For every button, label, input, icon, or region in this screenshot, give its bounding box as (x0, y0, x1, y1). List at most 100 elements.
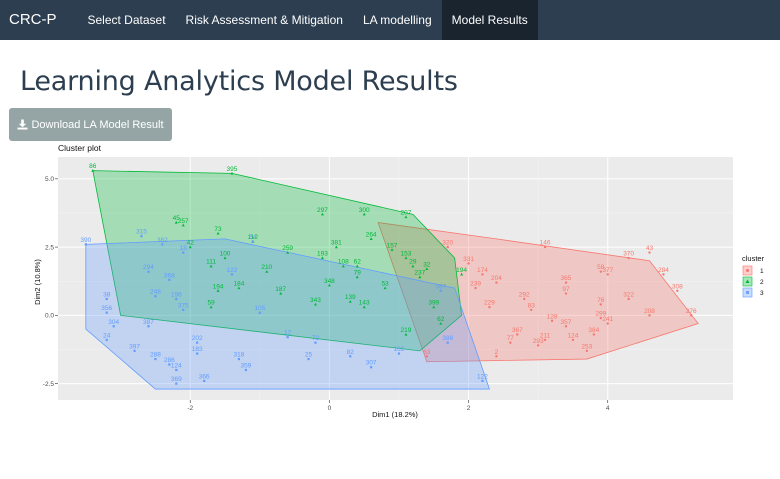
data-point-cluster-2 (174, 220, 178, 224)
cluster-points: 3201742042392292928314636558370432843773… (80, 163, 697, 385)
data-point-cluster-3 (175, 297, 178, 301)
data-point-cluster-1 (606, 273, 609, 276)
data-label: 86 (89, 163, 97, 170)
data-label: 139 (345, 294, 356, 301)
data-label: 390 (80, 237, 91, 244)
data-label: 357 (561, 319, 572, 326)
data-label: 397 (129, 343, 140, 350)
data-point-cluster-3 (147, 270, 150, 273)
data-label: 108 (338, 259, 349, 266)
data-label: 395 (227, 166, 238, 173)
y-tick-label: 5.0 (45, 176, 54, 183)
data-label: 62 (354, 259, 362, 266)
cluster-plot: Cluster plot 320 174 204 239 229 292 83 146 365 5… (0, 142, 780, 427)
data-label: 202 (192, 335, 203, 342)
data-point-cluster-2 (404, 332, 408, 336)
data-label: 193 (317, 251, 328, 258)
data-point-cluster-3 (439, 289, 442, 292)
data-point-cluster-2 (404, 256, 408, 260)
data-point-cluster-2 (91, 169, 95, 172)
data-point-cluster-2 (355, 264, 359, 268)
nav-item-la-modelling[interactable]: LA modelling (362, 13, 432, 27)
data-point-cluster-1 (662, 273, 665, 276)
data-label: 45 (173, 215, 181, 222)
legend-label-3: 3 (760, 290, 764, 297)
data-label: 77 (507, 335, 515, 342)
data-point-cluster-2 (425, 267, 429, 271)
data-point-cluster-1 (564, 325, 568, 328)
data-point-cluster-3 (154, 357, 157, 361)
data-label: 18 (180, 245, 188, 252)
data-point-cluster-2 (286, 250, 290, 254)
data-point-cluster-1 (543, 338, 547, 342)
y-tick-label: 2.5 (45, 244, 54, 251)
data-point-cluster-1 (648, 314, 651, 317)
data-point-cluster-2 (383, 286, 387, 290)
data-point-cluster-2 (188, 245, 192, 249)
data-label: 375 (178, 302, 189, 309)
data-point-cluster-3 (397, 352, 401, 355)
data-label: 72 (312, 335, 320, 342)
plot-panel (58, 157, 733, 400)
data-point-cluster-2 (362, 212, 366, 216)
data-point-cluster-2 (320, 256, 324, 260)
data-label: 257 (178, 218, 189, 225)
y-tick-label: 0.0 (45, 313, 54, 320)
data-label: 356 (101, 305, 112, 312)
x-tick-label: 2 (467, 405, 471, 412)
nav-item-select-dataset[interactable]: Select Dataset (87, 13, 166, 27)
data-point-cluster-2 (237, 286, 241, 290)
data-label: 2 (495, 349, 499, 356)
data-label: 315 (136, 229, 147, 236)
data-label: 211 (540, 332, 551, 339)
x-tick-label: 0 (328, 405, 332, 412)
data-label: 286 (164, 357, 175, 364)
data-label: 43 (646, 245, 654, 252)
data-point-cluster-3 (147, 325, 150, 328)
data-point-cluster-2 (334, 245, 338, 249)
data-point-cluster-2 (341, 264, 345, 268)
data-label: 124 (171, 362, 182, 369)
data-point-cluster-3 (175, 382, 178, 385)
data-point-cluster-1 (509, 341, 512, 344)
nav-item-model-results[interactable]: Model Results (441, 0, 538, 40)
data-label: 308 (672, 283, 683, 290)
data-label: 59 (207, 300, 215, 307)
data-point-cluster-1 (550, 319, 554, 323)
data-point-cluster-1 (425, 355, 429, 358)
data-point-cluster-3 (251, 240, 254, 243)
data-point-cluster-1 (474, 286, 477, 290)
data-point-cluster-1 (446, 245, 449, 249)
nav-item-risk-assessment[interactable]: Risk Assessment & Mitigation (185, 13, 343, 27)
data-point-cluster-3 (105, 338, 108, 342)
data-label: 331 (463, 256, 474, 263)
data-point-cluster-1 (488, 305, 491, 309)
data-point-cluster-1 (627, 297, 630, 301)
legend-label-2: 2 (760, 279, 764, 286)
data-label: 208 (644, 308, 655, 315)
navbar-brand[interactable]: CRC-P (9, 11, 57, 28)
data-point-cluster-3 (244, 368, 247, 372)
data-point-cluster-1 (467, 262, 470, 265)
data-point-cluster-3 (286, 336, 289, 339)
data-label: 297 (317, 207, 328, 214)
data-label: 237 (414, 270, 425, 277)
data-label: 239 (470, 281, 481, 288)
legend: cluster 1 2 3 (742, 254, 765, 298)
data-point-cluster-2 (411, 264, 415, 268)
data-point-cluster-2 (265, 270, 269, 273)
chart-title: Cluster plot (58, 143, 102, 153)
data-point-cluster-3 (230, 273, 234, 276)
data-point-cluster-2 (369, 237, 373, 241)
data-label: 304 (108, 319, 119, 326)
cluster-hull-3 (85, 238, 491, 390)
download-button[interactable]: Download LA Model Result (9, 108, 172, 141)
data-point-cluster-2 (418, 275, 422, 279)
legend-symbol-2 (745, 279, 750, 283)
data-label: 367 (512, 327, 523, 334)
data-point-cluster-1 (536, 344, 540, 347)
data-label: 343 (310, 297, 321, 304)
data-point-cluster-1 (606, 322, 609, 325)
data-label: 293 (533, 338, 544, 345)
data-point-cluster-2 (404, 215, 408, 219)
